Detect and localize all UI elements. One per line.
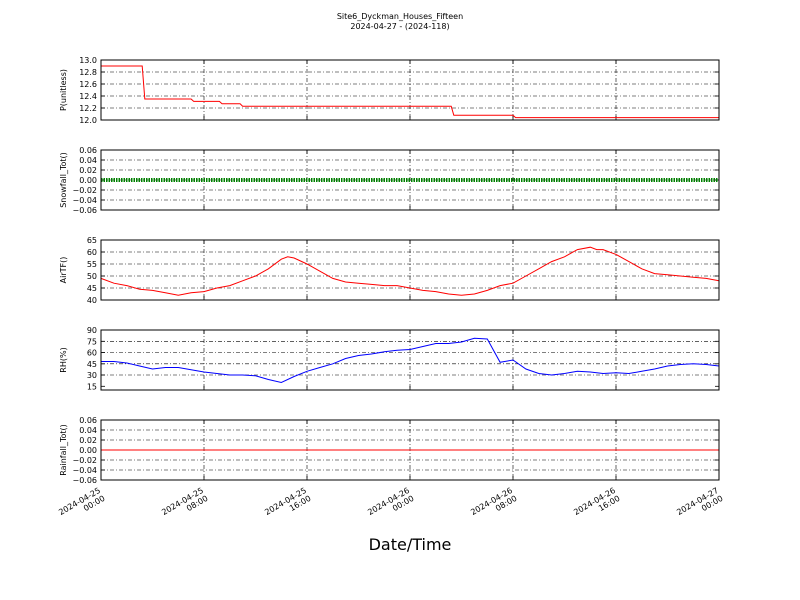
- y-axis-label: Snowfall_Tot(): [59, 152, 68, 208]
- figure-title-line2: 2024-04-27 - (2024-118): [350, 22, 449, 31]
- tick-label-y-4: 12.8: [79, 68, 97, 77]
- y-axis-label: AirTF(): [59, 257, 68, 284]
- tick-label-y-2: −0.02: [72, 186, 97, 195]
- tick-label-x-4: 2024-04-2608:00: [469, 486, 518, 525]
- tick-label-y-6: 0.06: [79, 416, 97, 425]
- y-axis-label: P(unitless): [59, 69, 68, 111]
- tick-label-x-3: 2024-04-2600:00: [366, 486, 415, 525]
- tick-label-x-6: 2024-04-2700:00: [675, 486, 724, 525]
- tick-label-y-5: 0.04: [79, 426, 97, 435]
- tick-label-y-6: 0.06: [79, 146, 97, 155]
- tick-label-y-0: 12.0: [79, 116, 97, 125]
- tick-label-y-0: 15: [87, 382, 97, 391]
- tick-label-y-4: 60: [87, 248, 97, 257]
- panel-frame: [100, 329, 720, 391]
- panel-1: 12.0 12.2 12.4 12.6 12.8 13.0 P(unitless): [59, 56, 720, 125]
- panel-frame: [100, 239, 720, 301]
- series-line-0: [101, 337, 720, 384]
- tick-label-y-3: 60: [87, 349, 97, 358]
- tick-label-y-3: 12.6: [79, 80, 97, 89]
- tick-label-y-2: −0.02: [72, 456, 97, 465]
- tick-label-y-0: −0.06: [72, 206, 97, 215]
- panel-5: −0.06−0.04−0.020.000.020.040.06 Rainfall_…: [59, 416, 720, 485]
- tick-label-x-1: 2024-04-2508:00: [160, 486, 209, 525]
- series-line-0: [101, 65, 719, 119]
- tick-label-y-5: 13.0: [79, 56, 97, 65]
- tick-label-y-1: −0.04: [72, 466, 97, 475]
- tick-label-y-4: 0.02: [79, 436, 97, 445]
- tick-label-y-2: 50: [87, 272, 97, 281]
- y-axis-label: RH(%): [59, 347, 68, 372]
- tick-label-y-0: 40: [87, 296, 97, 305]
- tick-label-x-0: 2024-04-2500:00: [57, 486, 106, 525]
- tick-label-y-5: 0.04: [79, 156, 97, 165]
- tick-label-y-0: −0.06: [72, 476, 97, 485]
- tick-label-y-1: 30: [87, 371, 97, 380]
- panel-2: −0.06−0.04−0.020.000.020.040.06 Snowfall_…: [59, 146, 720, 215]
- tick-label-y-1: −0.04: [72, 196, 97, 205]
- tick-label-y-1: 45: [87, 284, 97, 293]
- tick-label-y-2: 45: [87, 360, 97, 369]
- figure-title-line1: Site6_Dyckman_Houses_Fifteen: [337, 12, 463, 21]
- tick-label-x-5: 2024-04-2616:00: [572, 486, 621, 525]
- tick-label-y-2: 12.4: [79, 92, 97, 101]
- panel-3: 40 45 50 55 60 65 AirTF(): [59, 236, 720, 305]
- y-axis-label: Rainfall_Tot(): [59, 424, 68, 476]
- tick-label-y-5: 65: [87, 236, 97, 245]
- tick-label-y-4: 0.02: [79, 166, 97, 175]
- x-axis-label: Date/Time: [369, 535, 452, 554]
- tick-label-y-3: 0.00: [79, 446, 97, 455]
- tick-label-y-1: 12.2: [79, 104, 97, 113]
- x-axis: 2024-04-2500:00 2024-04-2508:00 2024-04-25…: [57, 486, 724, 525]
- tick-label-y-3: 55: [87, 260, 97, 269]
- panel-frame: [100, 419, 720, 481]
- series-line-0: [100, 246, 720, 296]
- panel-frame: [100, 149, 720, 211]
- panel-frame: [100, 59, 720, 121]
- chart-panels: 12.0 12.2 12.4 12.6 12.8 13.0 P(unitless) −0.06…: [59, 56, 720, 485]
- tick-label-y-5: 90: [87, 326, 97, 335]
- tick-label-x-2: 2024-04-2516:00: [263, 486, 312, 525]
- panel-4: 15 30 45 60 75 90 RH(%): [59, 326, 720, 391]
- tick-label-y-3: 0.00: [79, 176, 97, 185]
- tick-label-y-4: 75: [87, 337, 97, 346]
